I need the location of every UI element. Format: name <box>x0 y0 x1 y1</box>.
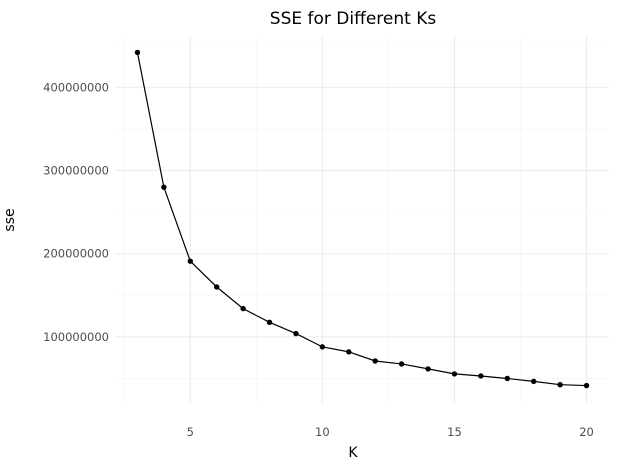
x-tick-label: 5 <box>187 425 194 439</box>
data-point-k-3 <box>134 49 141 56</box>
data-point-k-20 <box>583 382 590 389</box>
data-point-k-10 <box>319 344 326 350</box>
data-point-k-17 <box>504 375 510 382</box>
data-point-k-7 <box>240 305 246 312</box>
series-layer <box>134 49 590 389</box>
data-point-k-6 <box>214 284 220 290</box>
x-axis-title: K <box>348 445 358 461</box>
grid-lines <box>115 35 609 403</box>
y-tick-label: 400000000 <box>43 80 109 94</box>
y-tick-label: 200000000 <box>43 247 109 261</box>
data-point-k-12 <box>372 358 378 364</box>
sse-series-line <box>136 52 587 387</box>
chart-title: SSE for Different Ks <box>270 9 437 29</box>
data-point-k-8 <box>266 319 273 326</box>
x-tick-label: 15 <box>447 425 462 439</box>
y-tick-label: 300000000 <box>43 164 109 178</box>
x-tick-label: 20 <box>579 425 594 439</box>
y-tick-label: 100000000 <box>43 330 109 344</box>
data-point-k-9 <box>293 330 299 337</box>
data-point-k-4 <box>161 184 167 190</box>
data-point-k-5 <box>187 258 193 264</box>
data-point-k-14 <box>425 366 431 372</box>
data-point-k-18 <box>531 378 537 385</box>
data-point-k-19 <box>557 382 563 388</box>
data-point-k-13 <box>398 361 405 367</box>
x-tick-label: 10 <box>315 425 330 439</box>
data-point-k-11 <box>346 349 352 355</box>
x-axis-ticks: 5 10 15 20 <box>187 425 594 439</box>
y-axis-ticks: 100000000 200000000 300000000 400000000 <box>43 80 109 343</box>
y-axis-title: sse <box>2 208 18 231</box>
data-point-k-16 <box>478 373 484 379</box>
data-point-k-15 <box>451 371 458 377</box>
